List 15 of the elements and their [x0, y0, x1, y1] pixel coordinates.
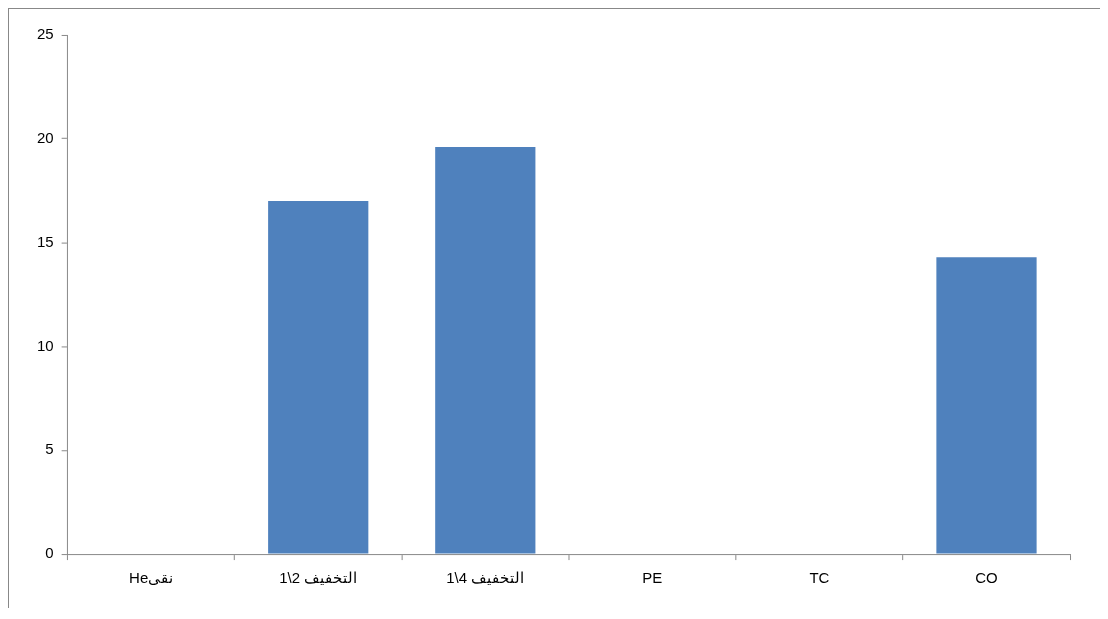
y-tick-label: 0	[45, 544, 54, 562]
y-tick-label: 10	[36, 336, 54, 354]
y-tick-label: 5	[45, 440, 54, 458]
bar	[435, 147, 536, 554]
bar	[936, 257, 1037, 554]
y-tick-label: 15	[36, 232, 54, 250]
x-tick-label: التخفيف 2\1	[279, 569, 358, 587]
x-tick-label: التخفيف 4\1	[446, 569, 525, 587]
x-tick-label: Heنقی	[129, 569, 174, 587]
x-tick-label: CO	[975, 569, 998, 587]
y-tick-label: 20	[36, 128, 54, 146]
bar	[268, 201, 369, 554]
x-tick-label: TC	[809, 569, 830, 587]
x-tick-label: PE	[642, 569, 663, 587]
y-tick-label: 25	[36, 25, 54, 43]
